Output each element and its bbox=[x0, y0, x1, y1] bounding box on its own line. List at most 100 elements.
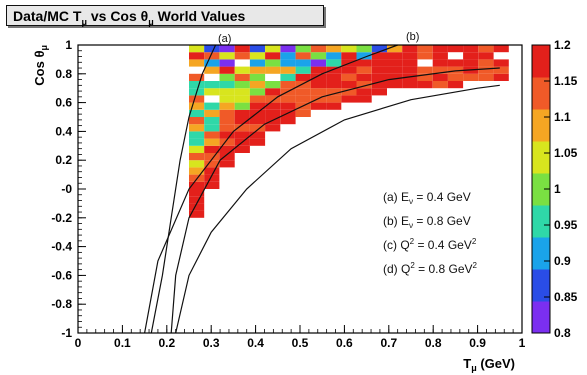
heatmap-cell bbox=[341, 88, 357, 96]
heatmap-cell bbox=[295, 88, 311, 96]
y-tick-label: -1 bbox=[61, 326, 72, 340]
heatmap-cell bbox=[219, 81, 235, 89]
heatmap-cell bbox=[204, 131, 220, 139]
heatmap-cell bbox=[265, 102, 281, 110]
heatmap-cell bbox=[493, 59, 509, 67]
heatmap-cell bbox=[417, 52, 433, 60]
heatmap-cell bbox=[493, 66, 509, 74]
heatmap-cell bbox=[295, 109, 311, 117]
heatmap-cell bbox=[371, 59, 387, 67]
heatmap-cell bbox=[189, 153, 205, 161]
heatmap-cell bbox=[295, 95, 311, 103]
heatmap-cell bbox=[265, 66, 281, 74]
heatmap-cell bbox=[417, 73, 433, 81]
heatmap-cell bbox=[204, 52, 220, 60]
heatmap-cell bbox=[371, 52, 387, 60]
heatmap-cell bbox=[265, 95, 281, 103]
chart-title-part: World Values bbox=[153, 8, 246, 24]
heatmap-cell bbox=[295, 45, 311, 53]
heatmap-cell bbox=[310, 81, 326, 89]
colorbar-segment bbox=[532, 205, 550, 238]
heatmap-cell bbox=[463, 59, 479, 67]
heatmap-cell bbox=[341, 45, 357, 53]
heatmap-cell bbox=[371, 81, 387, 89]
heatmap-cell bbox=[417, 81, 433, 89]
heatmap-cell bbox=[204, 109, 220, 117]
heatmap-cell bbox=[280, 66, 296, 74]
heatmap-cell bbox=[280, 102, 296, 110]
heatmap-cell bbox=[493, 73, 509, 81]
heatmap-cell bbox=[249, 81, 266, 89]
heatmap-cell bbox=[189, 167, 205, 175]
heatmap-cell bbox=[189, 45, 205, 53]
x-axis-label: Tμ (GeV) bbox=[463, 356, 515, 373]
heatmap-cell bbox=[219, 131, 235, 139]
heatmap-cell bbox=[189, 189, 205, 197]
y-tick-label: 1 bbox=[65, 38, 72, 52]
heatmap-cell bbox=[356, 66, 372, 74]
chart-title: Data/MC Tμ vs Cos θμ World Values bbox=[6, 5, 324, 27]
heatmap-cell bbox=[371, 88, 387, 96]
heatmap-cell bbox=[204, 153, 220, 161]
heatmap-cell bbox=[204, 102, 220, 110]
colorbar-segment bbox=[532, 237, 550, 270]
x-tick-label: 0.4 bbox=[247, 336, 264, 350]
heatmap-cell bbox=[219, 88, 235, 96]
y-axis-label: Cos θμ bbox=[32, 45, 49, 86]
colorbar-segment bbox=[532, 173, 550, 206]
heatmap-cell bbox=[295, 73, 311, 81]
heatmap-cell bbox=[326, 88, 342, 96]
heatmap-cell bbox=[189, 210, 205, 218]
heatmap-cell bbox=[280, 45, 296, 53]
heatmap-cell bbox=[219, 153, 235, 161]
colorbar-segment bbox=[532, 109, 550, 142]
heatmap-cell bbox=[234, 81, 250, 89]
heatmap-cell bbox=[249, 45, 266, 53]
heatmap-cell bbox=[432, 52, 448, 60]
heatmap-cell bbox=[387, 52, 403, 60]
heatmap-cell bbox=[310, 45, 326, 53]
heatmap-cell bbox=[249, 59, 266, 67]
heatmap-cell bbox=[219, 124, 235, 132]
heatmap-cell bbox=[204, 138, 220, 146]
x-tick-label: 0.7 bbox=[380, 336, 397, 350]
heatmap-cell bbox=[204, 181, 220, 189]
heatmap-cell bbox=[204, 124, 220, 132]
heatmap-cell bbox=[432, 59, 448, 67]
x-tick-label: 0 bbox=[75, 336, 82, 350]
heatmap-cell bbox=[371, 45, 387, 53]
heatmap-cell bbox=[265, 45, 281, 53]
x-tick-label: 1 bbox=[519, 336, 526, 350]
heatmap-cell bbox=[265, 88, 281, 96]
heatmap-cell bbox=[478, 45, 494, 53]
y-tick-label: -0.6 bbox=[51, 268, 72, 282]
heatmap-cell bbox=[234, 145, 250, 153]
heatmap-cell bbox=[387, 66, 403, 74]
heatmap-cell bbox=[189, 109, 205, 117]
heatmap-cell bbox=[432, 66, 448, 74]
x-tick-label: 0.3 bbox=[203, 336, 220, 350]
heatmap-cell bbox=[478, 73, 494, 81]
heatmap-cell bbox=[249, 88, 266, 96]
heatmap-cell bbox=[310, 52, 326, 60]
heatmap-cell bbox=[249, 73, 266, 81]
curve-b bbox=[144, 44, 398, 334]
heatmap-cell bbox=[189, 138, 205, 146]
heatmap-cell bbox=[219, 102, 235, 110]
legend-entry: (a) Eν = 0.4 GeV bbox=[383, 190, 471, 206]
heatmap-cell bbox=[234, 117, 250, 125]
heatmap-cell bbox=[204, 174, 220, 182]
heatmap-cell bbox=[326, 45, 342, 53]
curve-a bbox=[150, 44, 217, 334]
heatmap-cell bbox=[326, 66, 342, 74]
heatmap-cell bbox=[356, 45, 372, 53]
heatmap-cell bbox=[234, 109, 250, 117]
heatmap-cell bbox=[387, 73, 403, 81]
heatmap-cell bbox=[204, 88, 220, 96]
heatmap-cell bbox=[387, 81, 403, 89]
heatmap-cell bbox=[402, 45, 418, 53]
colorbar-tick-label: 0.8 bbox=[554, 326, 571, 340]
heatmap-cell bbox=[447, 66, 464, 74]
heatmap-cell bbox=[265, 109, 281, 117]
